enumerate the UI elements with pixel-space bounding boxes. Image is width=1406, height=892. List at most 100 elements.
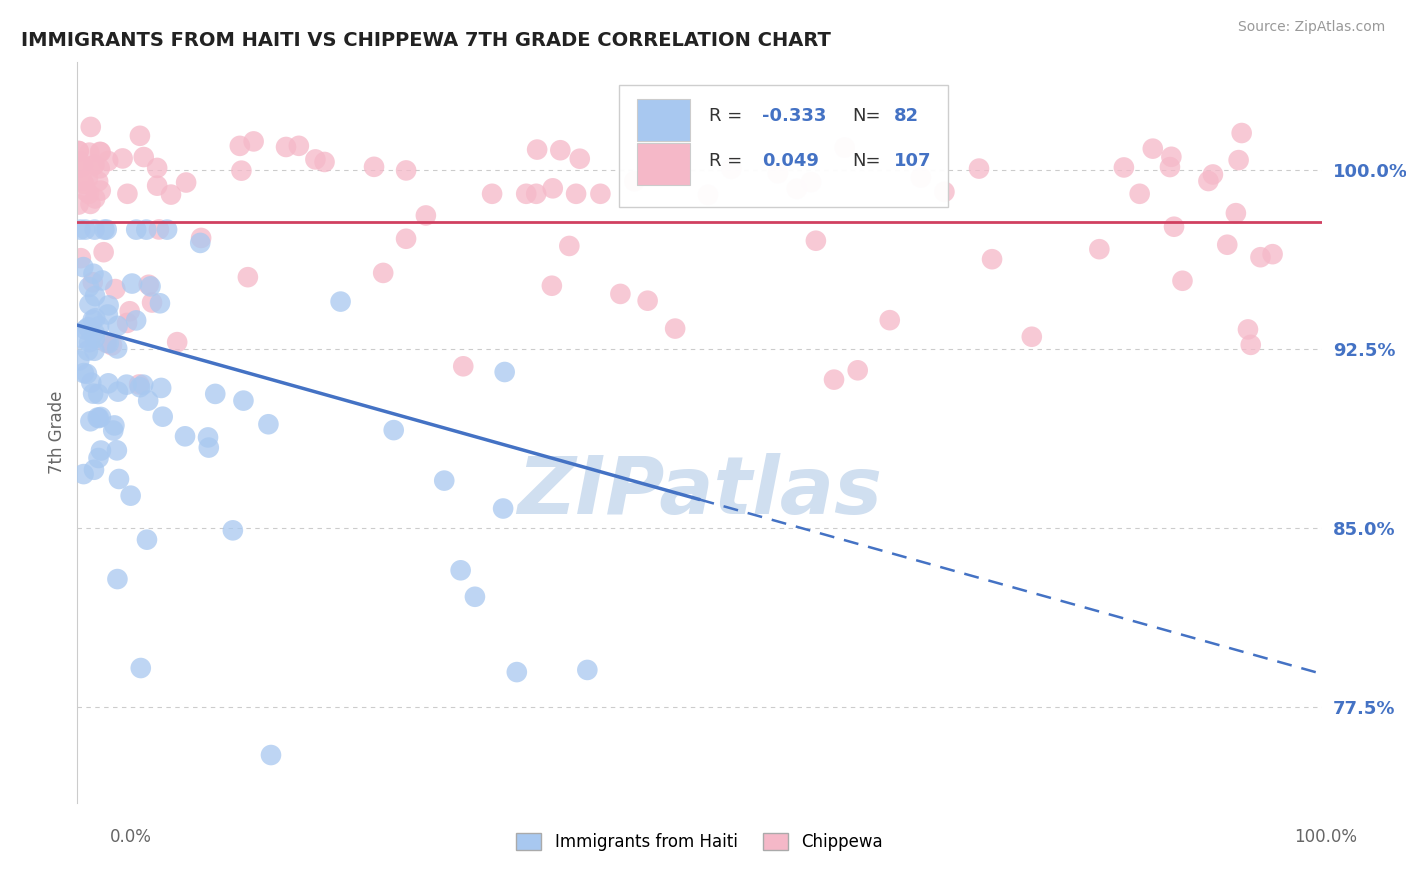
- Point: [125, 222, 148, 236]
- Point: [80, 376, 103, 390]
- Point: [526, 143, 548, 157]
- Point: [129, 380, 152, 394]
- Point: [115, 316, 138, 330]
- Point: [132, 377, 155, 392]
- Point: [79, 414, 101, 428]
- Point: [697, 187, 720, 202]
- Point: [87, 410, 110, 425]
- Point: [1202, 168, 1225, 182]
- Point: [197, 441, 219, 455]
- Point: [97, 336, 120, 351]
- Point: [108, 472, 131, 486]
- Point: [197, 430, 219, 444]
- Point: [846, 363, 869, 377]
- Point: [104, 282, 127, 296]
- Point: [125, 313, 148, 327]
- Point: [524, 186, 547, 201]
- Point: [515, 186, 537, 201]
- Point: [174, 176, 197, 190]
- Point: [97, 154, 120, 169]
- Point: [97, 308, 120, 322]
- Point: [103, 424, 125, 438]
- Point: [77, 186, 100, 201]
- Point: [1163, 219, 1185, 234]
- Point: [84, 289, 107, 303]
- Point: [72, 260, 94, 274]
- Point: [111, 152, 134, 166]
- Point: [260, 747, 283, 762]
- Point: [149, 296, 172, 310]
- Point: [492, 501, 515, 516]
- Legend: Immigrants from Haiti, Chippewa: Immigrants from Haiti, Chippewa: [510, 826, 889, 857]
- Point: [69, 251, 91, 265]
- Point: [101, 338, 124, 352]
- Point: [84, 191, 107, 205]
- Point: [242, 135, 264, 149]
- Point: [87, 411, 110, 425]
- Point: [550, 143, 572, 157]
- Point: [96, 335, 118, 350]
- Point: [800, 175, 823, 189]
- Point: [558, 239, 581, 253]
- Point: [1225, 206, 1247, 220]
- Point: [135, 222, 157, 236]
- Point: [229, 139, 252, 153]
- Point: [373, 266, 395, 280]
- Point: [1159, 160, 1181, 174]
- Point: [105, 342, 128, 356]
- Point: [89, 161, 111, 176]
- Point: [83, 158, 105, 172]
- Point: [107, 572, 129, 586]
- Point: [146, 178, 169, 193]
- Point: [236, 270, 259, 285]
- Point: [90, 145, 112, 160]
- Point: [67, 353, 90, 368]
- Point: [329, 294, 352, 309]
- Text: IMMIGRANTS FROM HAITI VS CHIPPEWA 7TH GRADE CORRELATION CHART: IMMIGRANTS FROM HAITI VS CHIPPEWA 7TH GR…: [21, 31, 831, 50]
- Text: 0.049: 0.049: [762, 152, 818, 169]
- Point: [72, 159, 94, 173]
- Y-axis label: 7th Grade: 7th Grade: [48, 391, 66, 475]
- Point: [879, 313, 901, 327]
- Point: [90, 409, 112, 424]
- Point: [82, 275, 104, 289]
- Point: [363, 160, 385, 174]
- Point: [1240, 338, 1263, 352]
- Text: N=: N=: [852, 108, 882, 126]
- Point: [1237, 322, 1260, 336]
- Point: [75, 222, 97, 236]
- Point: [138, 277, 160, 292]
- Point: [395, 163, 418, 178]
- Point: [79, 297, 101, 311]
- Point: [1216, 237, 1239, 252]
- Point: [1261, 247, 1284, 261]
- Point: [103, 418, 125, 433]
- Point: [565, 186, 588, 201]
- Point: [72, 174, 94, 188]
- Point: [91, 273, 114, 287]
- Point: [981, 252, 1004, 267]
- Point: [87, 319, 110, 334]
- Point: [129, 661, 152, 675]
- Point: [166, 335, 188, 350]
- Point: [481, 186, 503, 201]
- Point: [87, 174, 110, 188]
- Point: [97, 298, 120, 312]
- Text: R =: R =: [710, 152, 748, 169]
- Point: [1249, 250, 1271, 264]
- Point: [73, 177, 96, 191]
- Point: [96, 222, 118, 236]
- Point: [105, 443, 128, 458]
- Point: [288, 138, 311, 153]
- Point: [87, 450, 110, 465]
- Point: [83, 326, 105, 340]
- Point: [73, 366, 96, 380]
- Point: [115, 377, 138, 392]
- Point: [121, 277, 143, 291]
- Point: [87, 387, 110, 401]
- Point: [720, 161, 742, 176]
- Text: -0.333: -0.333: [762, 108, 827, 126]
- Point: [160, 187, 183, 202]
- Point: [120, 489, 142, 503]
- Text: R =: R =: [710, 108, 748, 126]
